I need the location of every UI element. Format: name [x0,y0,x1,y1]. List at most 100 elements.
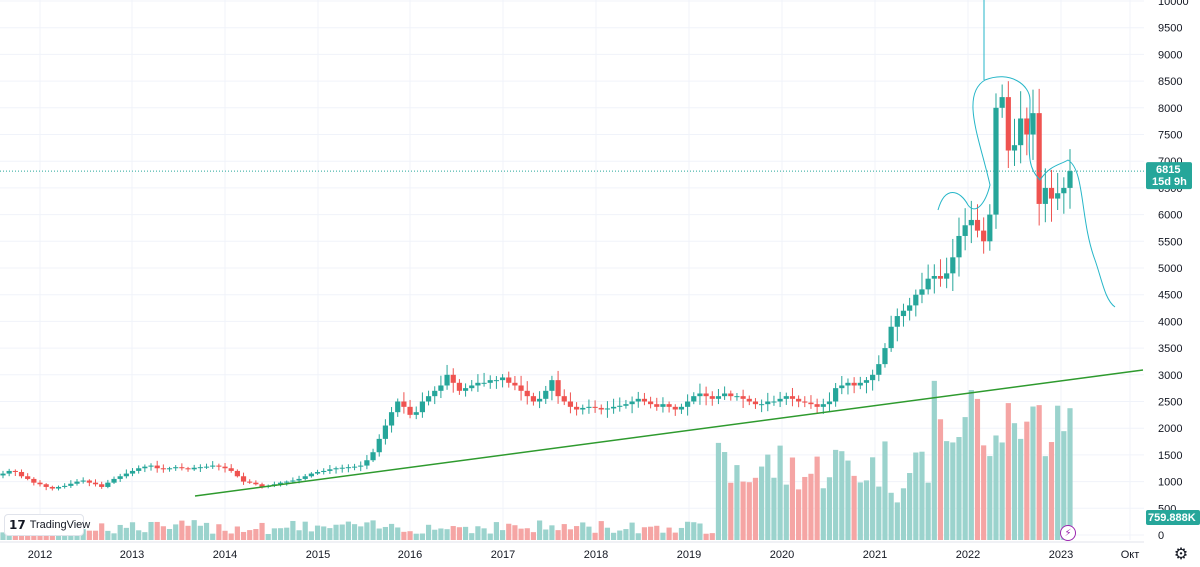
candle-body [154,465,160,469]
volume-bar [339,524,345,540]
volume-bar [857,482,863,540]
candle-body [1048,187,1055,199]
volume-bar [913,452,919,540]
y-tick-label: 8500 [1158,76,1182,88]
y-tick-label: 10000 [1158,0,1189,8]
y-tick-label: 1000 [1158,477,1182,489]
candle-body [629,401,635,405]
volume-bar [956,437,962,540]
candle-body [950,257,956,274]
volume-bar [610,532,617,540]
y-tick-label: 7500 [1158,130,1182,142]
lightning-icon[interactable]: ⚡ [1060,525,1076,541]
volume-bar [543,529,549,540]
candle-body [216,465,222,467]
volume-bar [253,529,259,540]
candle-body [759,404,765,406]
candle-body [321,470,327,472]
candle-body [820,404,826,407]
gear-icon[interactable]: ⚙ [1173,544,1189,563]
candle-body [802,401,808,403]
candle-body [925,278,931,290]
volume-bar [99,523,105,540]
volume-bar [314,525,321,540]
volume-bar [197,525,203,540]
candle-body [166,468,173,470]
candle-body [999,97,1005,108]
volume-bar [740,481,746,540]
candle-body [974,219,981,231]
candle-body [604,408,611,410]
volume-bar [907,473,913,540]
x-tick-label: 2016 [398,549,422,561]
tradingview-logo[interactable]: 𝟭𝟳 TradingView [4,514,90,536]
candle-body [962,225,968,236]
candle-body [284,481,290,483]
candle-body [512,382,518,386]
candle-body [580,407,586,410]
bar-countdown: 15d 9h [1152,176,1187,188]
candle-body [635,398,641,402]
candle-body [456,382,463,391]
candle-body [561,396,567,402]
volume-bar [586,526,592,540]
volume-bar [777,445,783,540]
candle-body [592,406,598,408]
candle-body [111,478,117,483]
volume-bar [92,530,99,540]
candle-body [129,470,136,474]
x-tick-label: 2015 [306,549,330,561]
y-tick-label: 3500 [1158,343,1182,355]
volume-bar [944,441,950,540]
volume-bar [771,477,777,540]
candle-body [136,468,142,471]
candle-body [913,294,919,306]
price-axis[interactable]: 0500100015002000250030003500400045005000… [1158,0,1189,542]
candle-body [672,406,678,410]
candle-body [1024,118,1030,135]
volume-bar [1067,408,1073,540]
volume-bar [623,529,629,540]
x-tick-label: 2020 [770,549,794,561]
volume-bar [80,529,86,540]
candle-body [395,401,401,413]
volume-bar [475,526,481,540]
candle-body [518,385,524,391]
candle-body [752,401,759,405]
candle-body [1036,113,1042,204]
volume-bar [86,530,92,540]
candle-body [783,396,789,399]
volume-bar [123,527,129,540]
volume-bar [265,533,271,540]
y-tick-label: 3000 [1158,370,1182,382]
volume-bar [345,521,351,540]
candle-body [660,404,666,407]
volume-bar [1036,405,1042,540]
candle-body [765,401,771,405]
candle-body [944,273,950,279]
volume-bar [759,466,765,540]
volume-bar [136,530,142,540]
volume-bar [691,522,697,540]
candle-body [339,467,345,469]
volume-bar [234,526,240,540]
volume-bar [765,454,771,540]
candle-body [740,396,746,399]
candle-body [475,382,481,386]
volume-bar [524,528,530,540]
candle-body [62,485,68,487]
time-axis[interactable]: 2012 2013 2014 2015 2016 2017 2018 2019 2020 2021… [0,541,1144,561]
volume-bar [499,530,506,540]
candle-body [6,470,12,474]
candle-body [86,480,92,483]
volume-bar [851,475,857,540]
candle-body [876,364,882,375]
volume-bar [746,482,752,540]
candle-body [685,401,691,407]
volume-bar [987,456,993,540]
volume-bar [641,527,648,540]
volume-bar [247,530,253,540]
candle-body [937,276,944,279]
volume-bars [0,380,1073,540]
